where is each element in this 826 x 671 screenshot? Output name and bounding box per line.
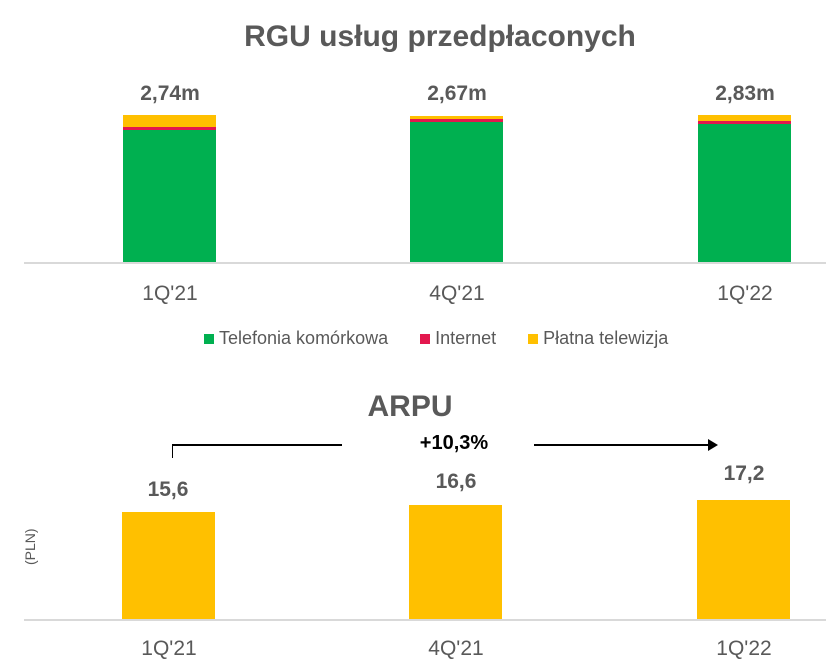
bar-mobile-1q21 — [123, 130, 216, 262]
legend-swatch-tv — [528, 333, 539, 344]
y-axis-label: (PLN) — [22, 528, 38, 565]
bar-internet-1q21 — [123, 127, 216, 130]
arpu-cat-4q21: 4Q'21 — [428, 637, 484, 660]
legend-label-mobile: Telefonia komórkowa — [219, 328, 389, 348]
arpu-bar-1q22 — [697, 500, 790, 619]
arpu-label-4q21: 16,6 — [435, 470, 477, 493]
arpu-bar-4q21 — [409, 505, 502, 619]
growth-arrow-tick — [172, 444, 173, 458]
total-label-4q21: 2,67m — [427, 82, 487, 105]
arpu-label-1q22: 17,2 — [723, 462, 765, 485]
bar-internet-1q22 — [698, 121, 791, 124]
total-label-1q22: 2,83m — [715, 82, 775, 105]
arrow-head-icon — [708, 439, 718, 451]
legend-label-internet: Internet — [435, 328, 497, 348]
legend-swatch-mobile — [204, 333, 214, 344]
growth-arrow-left-line — [172, 444, 342, 446]
bar-mobile-1q22 — [698, 124, 791, 262]
bar-internet-4q21 — [410, 119, 503, 122]
arpu-label-1q21: 15,6 — [147, 478, 189, 501]
cat-4q21: 4Q'21 — [429, 282, 485, 305]
growth-label: +10,3% — [419, 432, 489, 454]
legend: Telefonia komórkowa Internet Płatna tele… — [204, 328, 668, 349]
bar-mobile-4q21 — [410, 122, 503, 262]
chart1-title: RGU usług przedpłaconych — [244, 20, 636, 53]
growth-arrow-right-line — [534, 444, 712, 446]
arpu-bar-1q21 — [122, 512, 215, 619]
bar-tv-4q21 — [410, 116, 503, 119]
chart2-x-axis — [24, 619, 826, 621]
cat-1q22: 1Q'22 — [717, 282, 773, 305]
chart1-x-axis — [24, 262, 826, 264]
chart2-title: ARPU — [367, 390, 453, 423]
total-label-1q21: 2,74m — [140, 82, 200, 105]
bar-tv-1q21 — [123, 115, 216, 127]
arpu-cat-1q21: 1Q'21 — [141, 637, 197, 660]
legend-label-tv: Płatna telewizja — [543, 328, 669, 348]
cat-1q21: 1Q'21 — [142, 282, 198, 305]
legend-swatch-internet — [420, 333, 431, 344]
bar-tv-1q22 — [698, 115, 791, 121]
arpu-cat-1q22: 1Q'22 — [716, 637, 772, 660]
